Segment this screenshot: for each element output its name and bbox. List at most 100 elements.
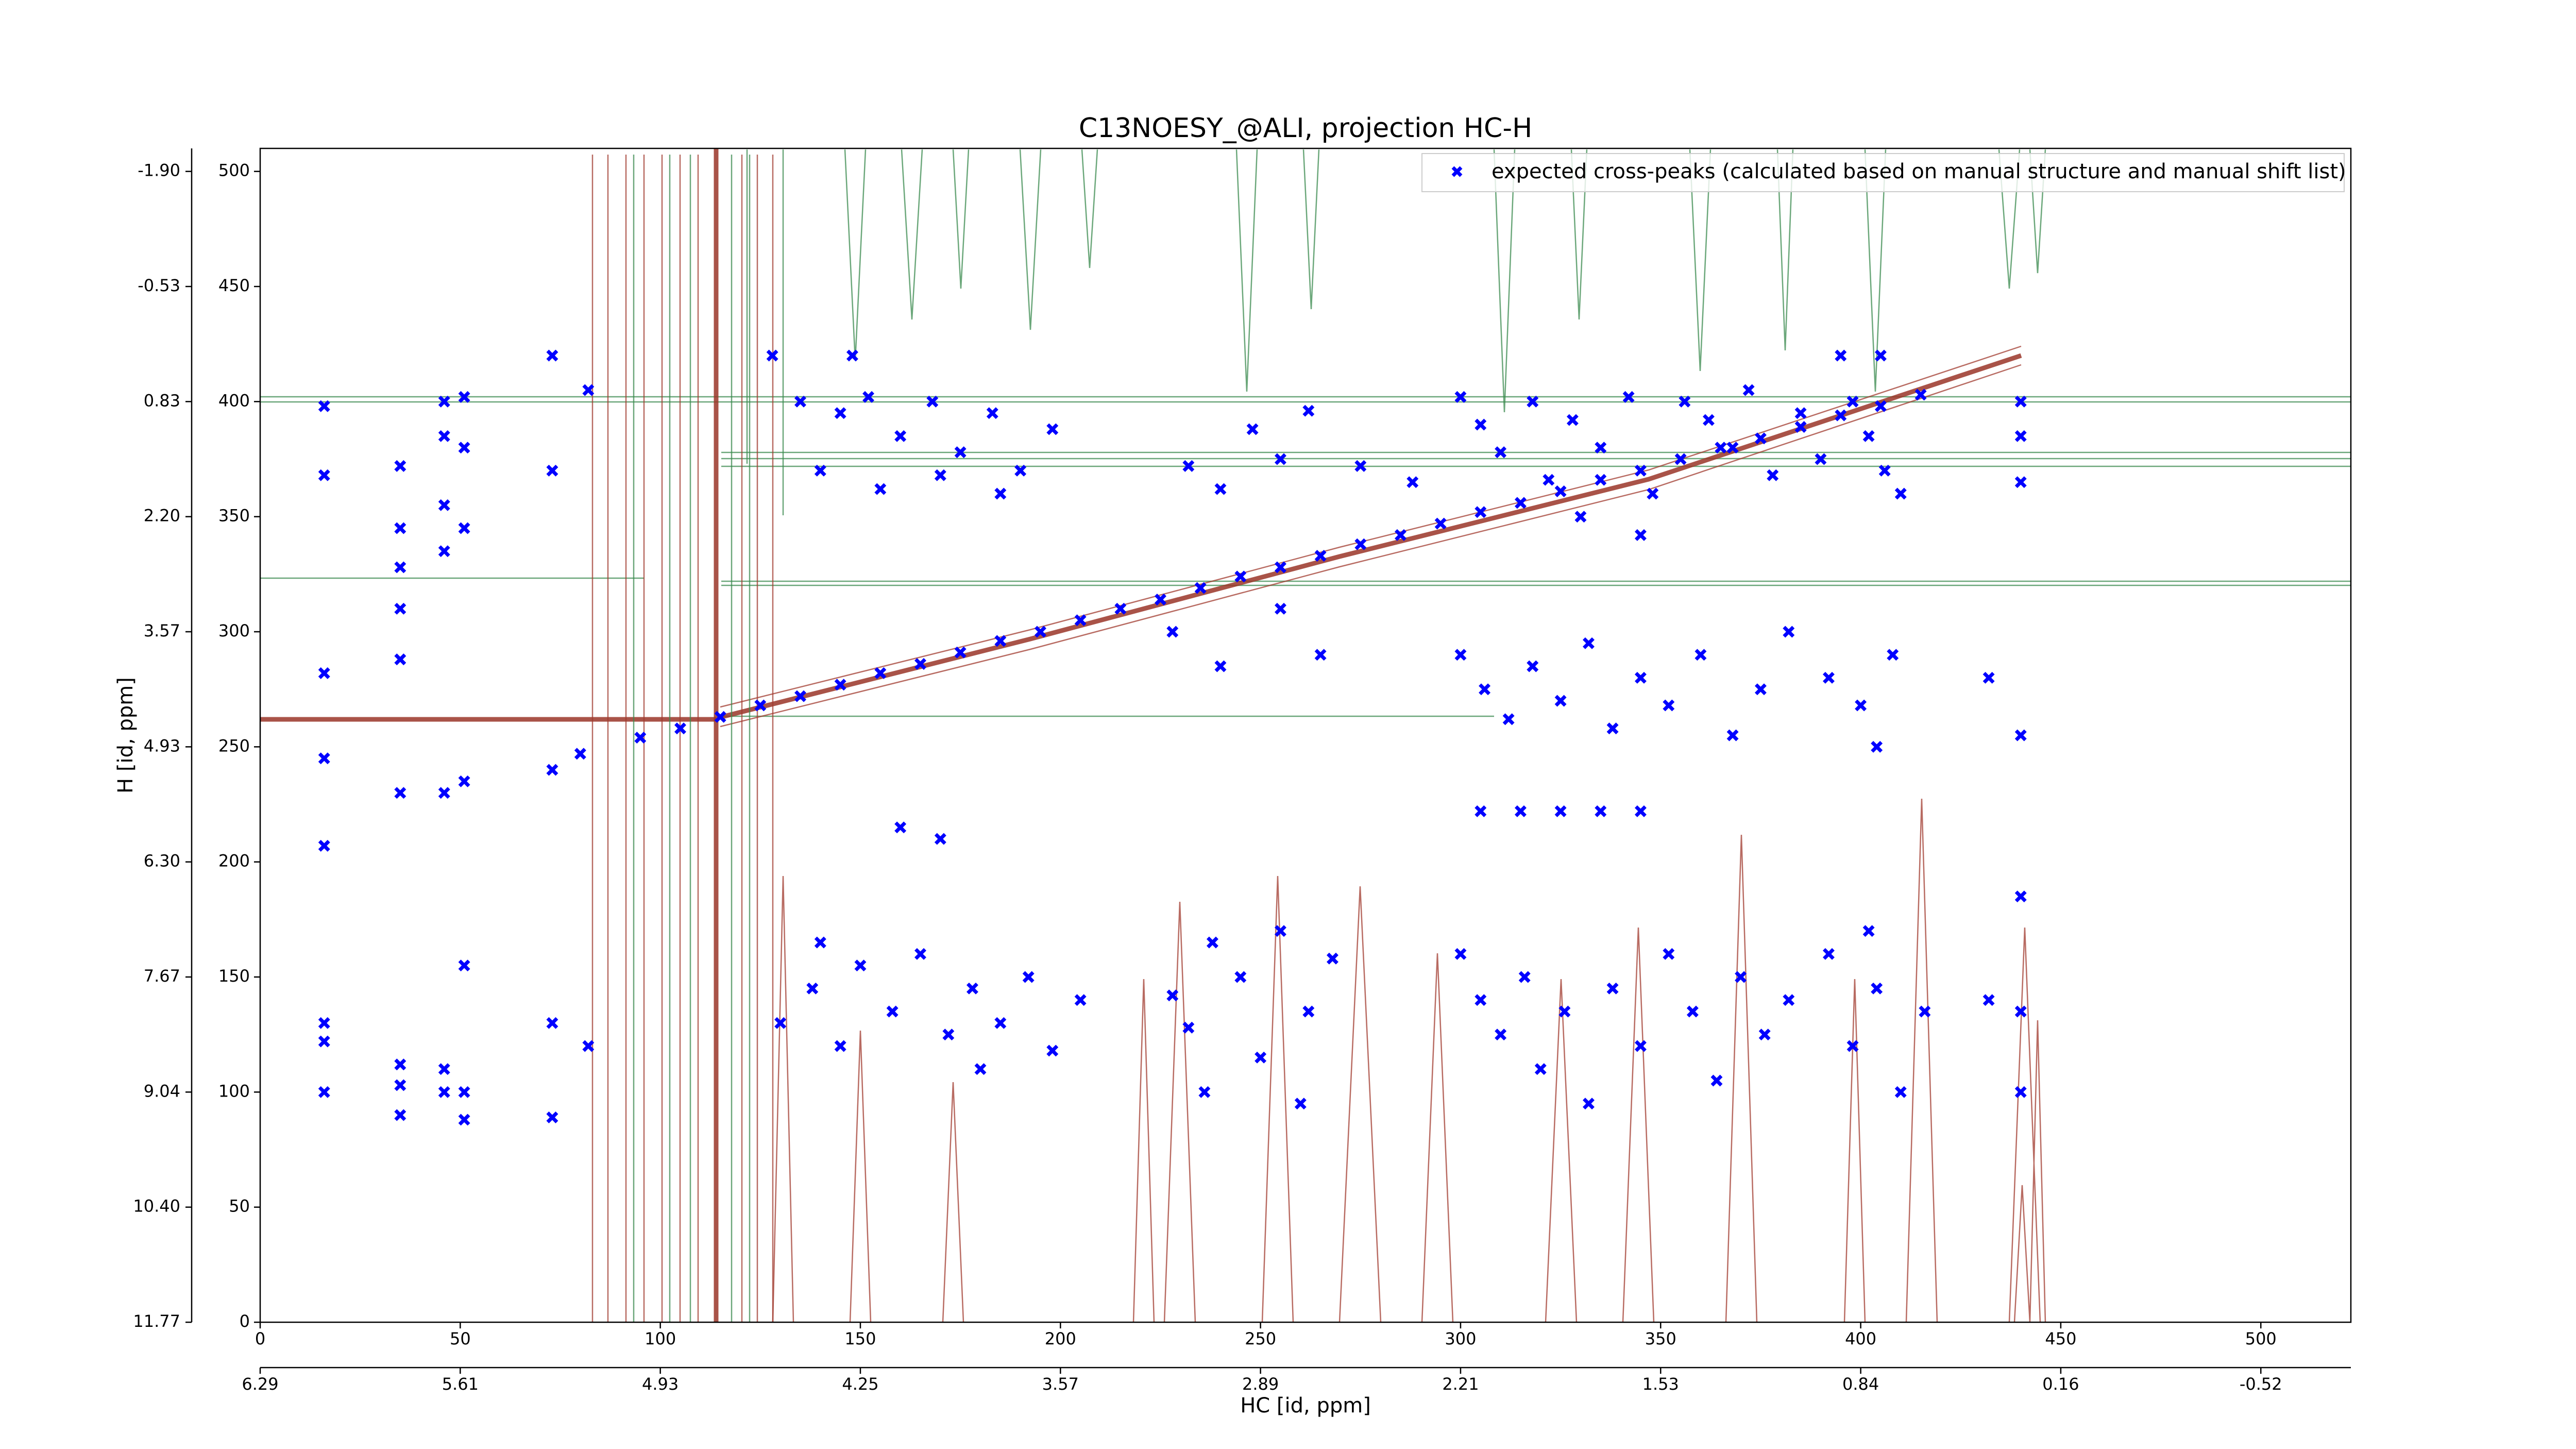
cross-peak — [1583, 1098, 1595, 1110]
cross-peak — [994, 487, 1007, 500]
cross-peak — [318, 752, 330, 765]
legend-marker — [1451, 166, 1463, 177]
cross-peak — [1871, 740, 1883, 753]
cross-peak — [934, 833, 946, 845]
cross-peak — [458, 391, 470, 403]
cross-peak — [1166, 626, 1179, 638]
plot-frame — [259, 147, 2352, 1323]
cross-peak — [1182, 460, 1195, 472]
x2-tick-label: -0.52 — [2240, 1374, 2282, 1394]
cross-peak — [834, 407, 846, 419]
cross-peak — [1874, 400, 1887, 412]
cross-peak — [1742, 384, 1755, 396]
x2-tick-label: 4.25 — [842, 1374, 878, 1394]
y2-tick-label: 2.20 — [144, 506, 180, 526]
chart-title: C13NOESY_@ALI, projection HC-H — [1079, 113, 1532, 144]
cross-peak — [1394, 529, 1406, 541]
cross-peak — [438, 395, 450, 408]
cross-peak — [834, 1040, 846, 1052]
cross-peak — [1710, 1074, 1723, 1087]
cross-peak — [894, 821, 907, 834]
cross-peak — [458, 775, 470, 787]
cross-peak — [1194, 582, 1207, 594]
cross-peak — [1302, 405, 1315, 417]
cross-peak — [458, 442, 470, 454]
cross-peak — [438, 499, 450, 511]
cross-peak — [1502, 713, 1515, 726]
y-tick-label: 250 — [218, 736, 250, 755]
cross-peak — [1566, 414, 1579, 426]
cross-peak — [1703, 414, 1715, 426]
x2-tick-label: 0.84 — [1842, 1374, 1879, 1394]
cross-peak — [874, 483, 887, 495]
cross-peak — [1634, 671, 1647, 684]
cross-peak — [1783, 626, 1795, 638]
y2-tick-label: -0.53 — [138, 276, 180, 295]
cross-peak — [438, 1086, 450, 1098]
cross-peak — [1206, 936, 1218, 949]
cross-peak — [458, 1086, 470, 1098]
cross-peak — [914, 948, 926, 960]
cross-peak — [582, 384, 595, 396]
cross-peak — [1495, 446, 1507, 459]
cross-peak — [1735, 971, 1747, 983]
cross-peak — [1822, 948, 1835, 960]
cross-peak — [1454, 649, 1467, 661]
x2-tick-label: 6.29 — [242, 1374, 278, 1394]
cross-peak — [1074, 994, 1087, 1006]
cross-peak — [1554, 695, 1567, 707]
cross-peak — [834, 679, 846, 691]
y-tick-label: 200 — [218, 851, 250, 871]
cross-peak — [1527, 660, 1539, 672]
cross-peak — [1914, 389, 1927, 401]
cross-peak — [794, 690, 806, 702]
cross-peak — [2014, 476, 2027, 488]
cross-peak — [1835, 349, 1847, 362]
cross-peak — [1887, 649, 1899, 661]
cross-peak — [1014, 464, 1027, 477]
legend-box — [1421, 153, 2345, 192]
cross-peak — [814, 464, 826, 477]
cross-peak — [1534, 1063, 1547, 1075]
cross-peak — [458, 1114, 470, 1126]
cross-peak — [438, 787, 450, 799]
cross-peak — [674, 722, 686, 735]
cross-peak — [1214, 660, 1227, 672]
x2-tick-label: 0.16 — [2042, 1374, 2079, 1394]
cross-peak — [1754, 432, 1767, 445]
cross-peak — [318, 1017, 330, 1029]
x2-tick-label: 1.53 — [1642, 1374, 1679, 1394]
cross-peak — [1554, 805, 1567, 817]
cross-peak — [1862, 430, 1875, 442]
cross-peak — [1475, 805, 1487, 817]
cross-peak — [1862, 925, 1875, 937]
cross-peak — [394, 787, 406, 799]
cross-peak — [886, 1005, 899, 1018]
cross-peak — [1518, 971, 1531, 983]
cross-peak — [1754, 683, 1767, 696]
cross-peak — [1647, 487, 1659, 500]
cross-peak — [394, 1079, 406, 1091]
cross-peak — [1919, 1005, 1931, 1018]
cross-peak — [1794, 407, 1807, 419]
cross-peak — [934, 469, 946, 481]
x2-tick-label: 5.61 — [442, 1374, 479, 1394]
cross-peak — [2014, 890, 2027, 903]
cross-peak — [1074, 614, 1087, 627]
cross-peak — [394, 561, 406, 574]
cross-peak — [1894, 1086, 1907, 1098]
cross-peak — [1634, 1040, 1647, 1052]
cross-peak — [1495, 1029, 1507, 1041]
cross-peak — [1255, 1051, 1267, 1064]
y-tick-label: 300 — [218, 621, 250, 641]
cross-peak — [926, 395, 939, 408]
cross-peak — [394, 1058, 406, 1071]
cross-peak — [1406, 476, 1419, 488]
cross-peak — [394, 460, 406, 472]
cross-peak — [1479, 683, 1491, 696]
cross-peak — [1554, 485, 1567, 498]
x-tick-label: 450 — [2045, 1329, 2076, 1349]
cross-peak — [1514, 805, 1527, 817]
x-tick-label: 350 — [1645, 1329, 1676, 1349]
cross-peak — [2014, 729, 2027, 742]
